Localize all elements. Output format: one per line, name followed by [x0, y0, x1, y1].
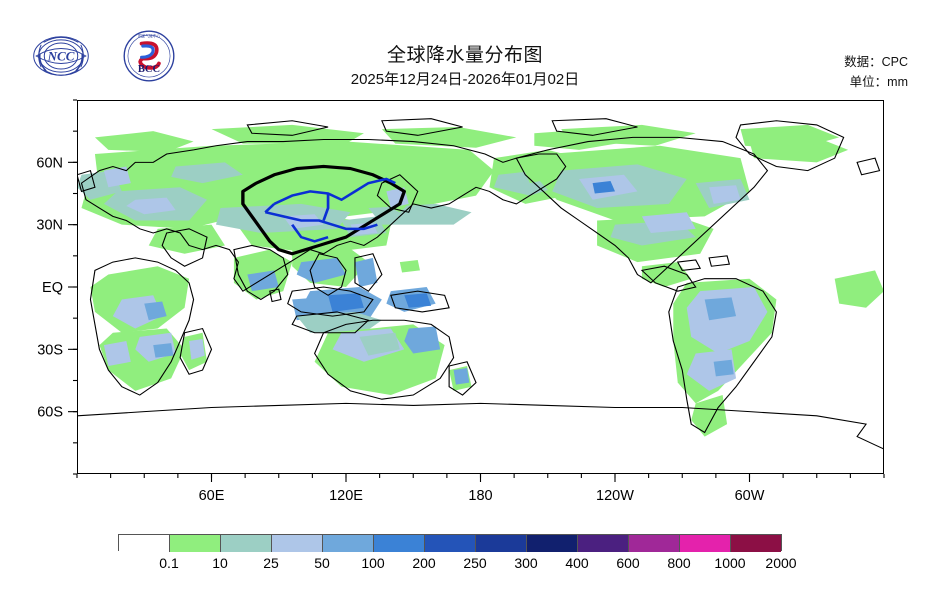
page-title: 全球降水量分布图 — [386, 45, 543, 66]
colorbar-tick-label: 250 — [463, 555, 487, 571]
data-source-label: 数据：CPC — [844, 55, 908, 69]
svg-text:60E: 60E — [199, 488, 225, 504]
china-rivers — [264, 177, 396, 243]
colorbar-swatch — [373, 535, 424, 552]
ncc-logo: NCC — [33, 36, 89, 76]
map-frame — [77, 100, 884, 474]
china-border — [241, 164, 406, 256]
svg-text:120E: 120E — [329, 488, 363, 504]
colorbar-swatch — [628, 535, 679, 552]
logo-bar: NCC BCC 国家气候中心 — [30, 25, 180, 87]
colorbar-tick-label: 10 — [212, 555, 228, 571]
svg-text:180: 180 — [468, 488, 492, 504]
colorbar-swatch — [679, 535, 730, 552]
unit-label: 单位：mm — [849, 75, 908, 89]
colorbar-tick-label: 400 — [565, 555, 589, 571]
svg-text:EQ: EQ — [42, 280, 63, 296]
colorbar-swatch — [220, 535, 271, 552]
precip-shading — [77, 124, 884, 437]
svg-text:120W: 120W — [596, 488, 634, 504]
colorbar-swatches — [118, 534, 782, 552]
svg-text:60S: 60S — [37, 405, 63, 421]
colorbar-swatch — [526, 535, 577, 552]
colorbar-tick-label: 50 — [314, 555, 330, 571]
colorbar-swatch — [322, 535, 373, 552]
svg-text:国家气候中心: 国家气候中心 — [138, 33, 161, 38]
colorbar-swatch — [169, 535, 220, 552]
svg-text:60N: 60N — [36, 155, 63, 171]
svg-text:30S: 30S — [37, 342, 63, 358]
svg-text:60W: 60W — [735, 488, 765, 504]
colorbar-tick-label: 300 — [514, 555, 538, 571]
colorbar-labels: 0.1 10 25 50 100 200 250 300 400 600 800 1000 2000 — [0, 555, 930, 577]
colorbar-tick-label: 100 — [361, 555, 385, 571]
page-subtitle: 2025年12月24日-2026年01月02日 — [350, 71, 580, 88]
svg-text:NCC: NCC — [47, 48, 75, 63]
colorbar-tick-label: 1000 — [714, 555, 746, 571]
meta-block: 数据：CPC 单位：mm — [844, 52, 908, 92]
colorbar-tick-label: 2000 — [765, 555, 797, 571]
svg-text:BCC: BCC — [138, 64, 160, 75]
precipitation-map — [77, 100, 884, 474]
colorbar-tick-label: 800 — [667, 555, 691, 571]
coastlines — [77, 118, 884, 450]
colorbar-swatch — [577, 535, 628, 552]
colorbar-tick-label: 25 — [263, 555, 279, 571]
colorbar — [118, 534, 782, 552]
colorbar-swatch — [475, 535, 526, 552]
colorbar-swatch — [119, 535, 169, 552]
colorbar-swatch — [424, 535, 475, 552]
svg-text:30N: 30N — [36, 218, 63, 234]
colorbar-tick-label: 200 — [412, 555, 436, 571]
colorbar-tick-label: 0.1 — [159, 555, 179, 571]
bcc-logo: BCC 国家气候中心 — [123, 30, 175, 82]
map-panel — [77, 100, 884, 474]
colorbar-tick-label: 600 — [616, 555, 640, 571]
colorbar-swatch — [730, 535, 781, 552]
colorbar-swatch — [271, 535, 322, 552]
